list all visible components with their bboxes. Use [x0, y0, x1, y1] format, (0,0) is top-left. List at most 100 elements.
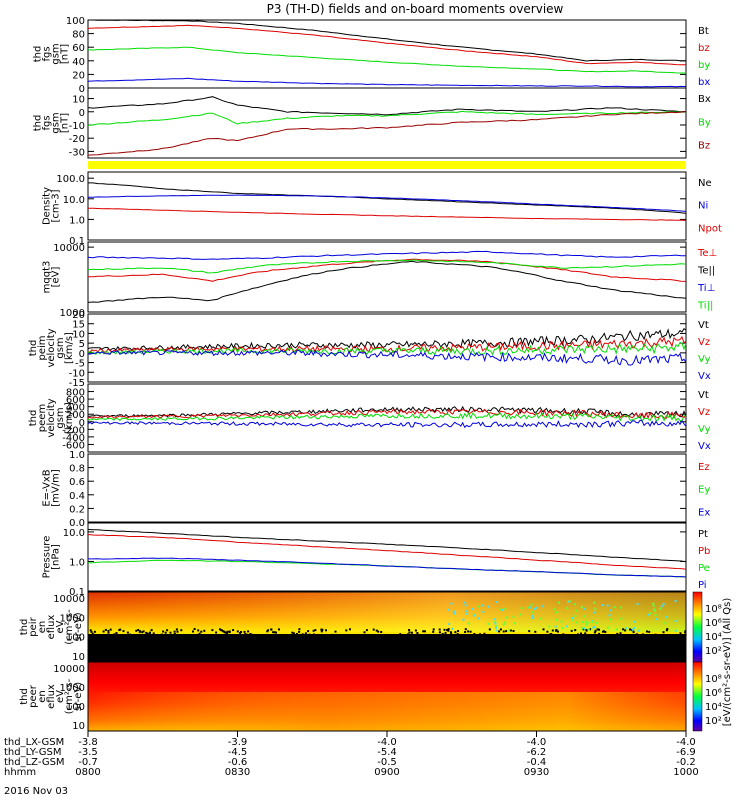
ephemeris-label: hhmm: [4, 767, 36, 778]
y-tick-label: 0.4: [69, 491, 85, 502]
legend-by: by: [698, 60, 710, 71]
y-axis-label: eV: [55, 690, 66, 703]
legend-bx: bx: [698, 77, 710, 88]
y-tick-label: -400: [62, 433, 85, 444]
x-tick-label: 1000: [673, 767, 698, 778]
y-axis-label: gsm: [51, 43, 62, 64]
ephemeris-label: thd_LX-GSM: [4, 737, 64, 748]
y-axis-label: en: [37, 621, 48, 634]
y-tick-label: 10: [72, 721, 85, 732]
colorbar-label: [eV/(cm²-s-sr-eV)] (All Qs): [722, 598, 733, 727]
y-tick-label: 0.0: [69, 518, 85, 529]
panel-frame: [87, 19, 687, 89]
series-line-Ti⊥: [87, 250, 686, 260]
y-tick-label: 0: [79, 84, 85, 95]
panel-frame: [87, 453, 687, 523]
legend-Bx: Bx: [698, 94, 711, 105]
ephemeris-value: -0.2: [676, 757, 696, 768]
colorbar-tick: 10⁸: [705, 674, 722, 685]
panel-frame: [87, 383, 687, 453]
y-tick-label: -15: [69, 378, 85, 389]
y-tick-label: 200: [66, 410, 85, 421]
legend-Bz: Bz: [698, 141, 710, 152]
y-axis-label: thd: [33, 46, 44, 63]
legend-Vx: Vx: [698, 441, 711, 452]
legend-Vz: Vz: [698, 407, 710, 418]
legend-Pb: Pb: [698, 546, 710, 557]
panel-frame: [87, 171, 687, 241]
y-axis-label: thd: [28, 340, 39, 357]
legend-Vy: Vy: [698, 424, 711, 435]
date-label: 2016 Nov 03: [4, 786, 68, 797]
y-tick-label: -10: [69, 368, 85, 379]
y-axis-label: (cm²-s-: [64, 609, 75, 645]
y-axis-label: Density: [42, 187, 53, 225]
panel-density: 100.0 10.0 1.0 0.1 Ne Ni Npot Density[cm-3]: [42, 171, 722, 247]
panel-frame: [87, 87, 687, 159]
y-axis-label: sr-eV): [73, 682, 84, 711]
y-axis-label: thd: [33, 115, 44, 132]
y-axis-label: thd: [19, 688, 30, 705]
legend-Te⊥: Te⊥: [697, 248, 717, 259]
y-tick-label: 1.0: [69, 215, 85, 226]
legend-Npot: Npot: [698, 223, 722, 234]
y-tick-label: 10.0: [63, 195, 85, 206]
y-axis-label: peem: [37, 404, 48, 432]
y-tick-label: 400: [66, 403, 85, 414]
y-tick-label: 100: [66, 16, 85, 27]
panel-peir_en_eflux: 10000 1000 100 10 thdpeirenefluxeV(cm²-s-sr-…: [19, 594, 94, 663]
y-tick-label: 0.2: [69, 504, 85, 515]
x-tick-label: 0800: [75, 767, 100, 778]
legend-Ti||: Ti||: [697, 301, 713, 312]
y-axis-label: [cm-3]: [51, 189, 62, 222]
ephemeris-value: -0.7: [78, 757, 98, 768]
ephemeris-value: -0.4: [527, 757, 547, 768]
y-axis-label: peir: [28, 616, 39, 636]
legend-Vt: Vt: [698, 320, 709, 331]
series-line-Ti||: [87, 259, 687, 274]
series-line-Vx: [87, 349, 687, 366]
y-tick-label: 10: [72, 95, 85, 106]
y-tick-label: 40: [72, 57, 85, 68]
y-axis-label: gsm: [55, 407, 66, 428]
y-tick-label: 0: [79, 418, 85, 429]
series-line-Vt: [87, 327, 687, 351]
legend-Bt: Bt: [698, 26, 709, 37]
y-tick-label: 10000: [53, 664, 85, 675]
legend-Pe: Pe: [698, 563, 710, 574]
y-tick-label: 100: [66, 633, 85, 644]
ephemeris-value: -6.9: [676, 747, 696, 758]
y-axis-label: [nT]: [60, 113, 71, 133]
y-tick-label: 1.0: [69, 557, 85, 568]
y-tick-label: 10000: [53, 594, 85, 605]
series-line-Npot: [88, 207, 687, 221]
colorbar-tick: 10⁸: [705, 604, 722, 615]
y-tick-label: 60: [72, 43, 85, 54]
y-axis-label: [nPa]: [51, 544, 62, 570]
ephemeris-value: -4.0: [676, 737, 696, 748]
colorbar-tick: 10⁶: [705, 618, 722, 629]
y-tick-label: 10.0: [63, 528, 85, 539]
series-line-Vz: [87, 408, 687, 420]
series-line-Vx: [87, 419, 687, 429]
legend-Ni: Ni: [698, 201, 708, 212]
y-tick-label: -5: [75, 359, 85, 370]
y-axis-label: fgs: [42, 115, 53, 130]
y-tick-label: 0.1: [69, 587, 85, 598]
y-tick-label: 20: [72, 310, 85, 321]
series-line-Bt: [88, 19, 687, 62]
legend-bz: bz: [698, 43, 710, 54]
legend-Pi: Pi: [698, 580, 707, 591]
y-axis-label: peer: [28, 684, 39, 708]
legend-Vz: Vz: [698, 337, 710, 348]
plot-title: P3 (TH-D) fields and on-board moments ov…: [267, 2, 564, 16]
panel-peer_en_eflux: 10000 1000 100 10 thdpeerenefluxeV(cm²-s-sr-…: [19, 664, 94, 732]
legend-Ti⊥: Ti⊥: [697, 283, 715, 294]
x-tick-label: 0930: [524, 767, 549, 778]
y-axis-label: [eV]: [51, 267, 62, 288]
